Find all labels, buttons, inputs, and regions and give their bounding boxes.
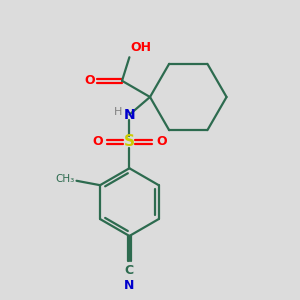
Text: O: O	[92, 135, 103, 148]
Text: N: N	[124, 279, 135, 292]
Text: OH: OH	[131, 41, 152, 54]
Text: N: N	[124, 108, 135, 122]
Text: H: H	[114, 107, 122, 117]
Text: S: S	[124, 134, 135, 149]
Text: O: O	[84, 74, 94, 87]
Text: CH₃: CH₃	[55, 174, 74, 184]
Text: O: O	[156, 135, 166, 148]
Text: C: C	[125, 264, 134, 277]
